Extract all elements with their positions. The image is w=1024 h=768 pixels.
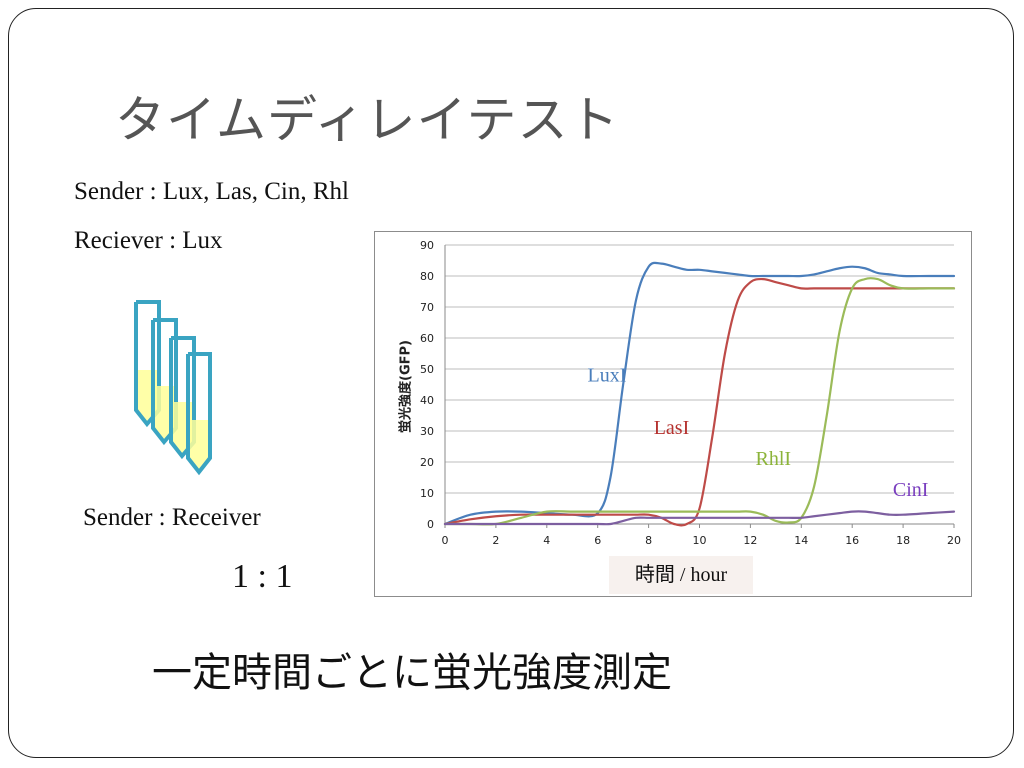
tube-icon — [186, 352, 212, 476]
y-axis-label: 蛍光強度(GFP) — [398, 339, 414, 433]
ratio-value: 1 : 1 — [232, 558, 293, 595]
x-tick-label: 12 — [743, 534, 757, 547]
y-tick-label: 20 — [420, 456, 434, 469]
x-tick-label: 4 — [543, 534, 550, 547]
x-tick-label: 10 — [693, 534, 707, 547]
slide-title: タイムディレイテスト — [115, 91, 620, 149]
x-tick-label: 2 — [492, 534, 499, 547]
x-tick-label: 6 — [594, 534, 601, 547]
series-annotation: LasI — [654, 417, 690, 439]
y-tick-label: 40 — [420, 394, 434, 407]
y-tick-label: 70 — [420, 301, 434, 314]
series-line — [443, 277, 956, 527]
x-tick-label: 14 — [794, 534, 808, 547]
receiver-line: Reciever : Lux — [74, 227, 223, 254]
series-annotation: LuxI — [588, 364, 627, 386]
sender-line: Sender : Lux, Las, Cin, Rhl — [74, 178, 349, 205]
series-line — [443, 510, 956, 526]
y-tick-label: 60 — [420, 332, 434, 345]
bottom-caption: 一定時間ごとに蛍光強度測定 — [152, 650, 672, 696]
tube-caption: Sender : Receiver — [83, 504, 261, 531]
slide-frame — [8, 8, 1014, 758]
series-line — [443, 277, 956, 526]
x-tick-label: 0 — [442, 534, 449, 547]
series-annotation: RhlI — [755, 448, 791, 470]
y-tick-label: 80 — [420, 270, 434, 283]
x-axis-label: 時間 / hour — [609, 556, 753, 594]
x-tick-label: 8 — [645, 534, 652, 547]
y-tick-label: 50 — [420, 363, 434, 376]
y-tick-label: 30 — [420, 425, 434, 438]
y-tick-label: 10 — [420, 487, 434, 500]
y-tick-label: 90 — [420, 239, 434, 252]
series-annotation: CinI — [893, 479, 929, 501]
y-tick-label: 0 — [427, 518, 434, 531]
x-tick-label: 18 — [896, 534, 910, 547]
x-tick-label: 20 — [947, 534, 961, 547]
tubes-illustration — [134, 300, 212, 476]
chart-container: 0 10 20 30 40 50 60 70 80 90 0 2 4 6 8 10 12 14 16 18 20 LuxI… — [374, 231, 972, 597]
x-tick-label: 16 — [845, 534, 859, 547]
series-line — [443, 261, 956, 526]
line-chart: 0 10 20 30 40 50 60 70 80 90 0 2 4 6 8 10 12 14 16 18 20 LuxI… — [420, 239, 961, 547]
